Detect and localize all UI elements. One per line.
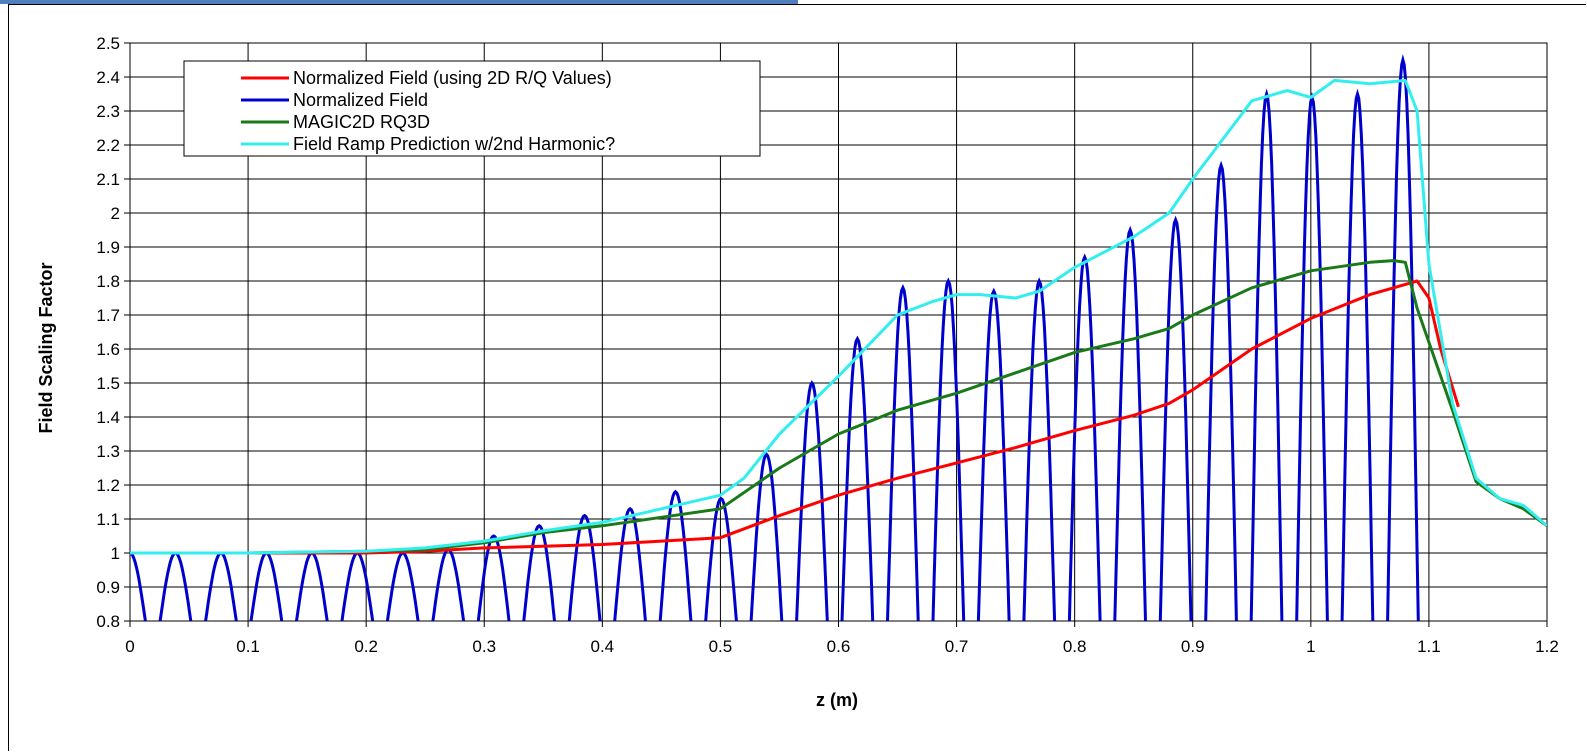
x-tick-label: 1.2 (1535, 637, 1559, 656)
y-tick-label: 1.7 (96, 306, 120, 325)
y-tick-label: 2.5 (96, 34, 120, 53)
y-tick-label: 2.3 (96, 102, 120, 121)
series-layer (130, 54, 1547, 621)
x-axis-ticks: 0 0.1 0.2 0.3 0.4 0.5 0.6 0.7 0.8 0.9 1 1.1 1.2 (125, 621, 1559, 656)
x-tick-label: 0 (125, 637, 134, 656)
legend-label-red: Normalized Field (using 2D R/Q Values) (293, 68, 612, 88)
x-tick-label: 0.2 (354, 637, 378, 656)
x-axis-title: z (m) (816, 690, 858, 710)
series-line-normalized-field-2d-rq (130, 279, 1460, 555)
y-tick-label: 0.8 (96, 612, 120, 631)
legend-label-blue: Normalized Field (293, 90, 428, 110)
series-line-magic2d-rq3d (130, 259, 1547, 555)
x-tick-label: 0.9 (1181, 637, 1205, 656)
y-tick-label: 1 (111, 544, 120, 563)
y-axis-ticks: 0.8 0.9 1 1.1 1.2 1.3 1.4 1.5 1.6 1.7 1.8 1.9 2 2.1 2.… (96, 34, 130, 631)
legend-label-cyan: Field Ramp Prediction w/2nd Harmonic? (293, 134, 615, 154)
y-tick-label: 2 (111, 204, 120, 223)
y-tick-label: 0.9 (96, 578, 120, 597)
x-tick-label: 0.4 (591, 637, 615, 656)
y-tick-label: 1.1 (96, 510, 120, 529)
y-tick-label: 1.9 (96, 238, 120, 257)
x-tick-label: 0.6 (827, 637, 851, 656)
y-tick-label: 1.6 (96, 340, 120, 359)
series-line-field-ramp-prediction (130, 78, 1547, 555)
y-axis-title: Field Scaling Factor (36, 262, 56, 433)
y-tick-label: 1.8 (96, 272, 120, 291)
y-tick-label: 2.2 (96, 136, 120, 155)
y-tick-label: 2.4 (96, 68, 120, 87)
y-tick-label: 1.5 (96, 374, 120, 393)
legend-label-green: MAGIC2D RQ3D (293, 112, 430, 132)
chart-frame (8, 4, 1586, 751)
x-tick-label: 0.3 (472, 637, 496, 656)
x-tick-label: 0.8 (1063, 637, 1087, 656)
x-tick-label: 0.7 (945, 637, 969, 656)
x-tick-label: 1 (1306, 637, 1315, 656)
y-tick-label: 2.1 (96, 170, 120, 189)
y-tick-label: 1.4 (96, 408, 120, 427)
y-tick-label: 1.3 (96, 442, 120, 461)
x-tick-label: 1.1 (1417, 637, 1441, 656)
y-tick-label: 1.2 (96, 476, 120, 495)
window-accent-strip (0, 0, 798, 4)
x-tick-label: 0.5 (709, 637, 733, 656)
legend: Normalized Field (using 2D R/Q Values) N… (183, 60, 761, 157)
x-tick-label: 0.1 (236, 637, 260, 656)
